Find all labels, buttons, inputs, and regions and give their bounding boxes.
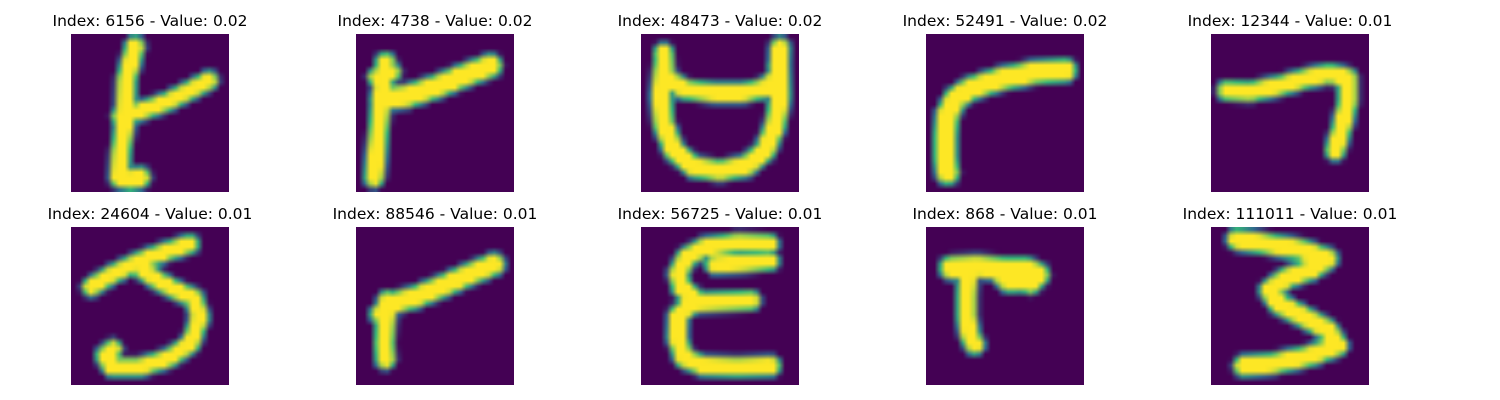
panel-title: Index: 868 - Value: 0.01	[912, 205, 1098, 223]
panel: Index: 24604 - Value: 0.01	[0, 193, 300, 385]
panel-title: Index: 56725 - Value: 0.01	[617, 205, 823, 223]
digit-image	[356, 227, 514, 385]
panel: Index: 88546 - Value: 0.01	[285, 193, 585, 385]
panel-title: Index: 12344 - Value: 0.01	[1187, 12, 1393, 30]
panel: Index: 52491 - Value: 0.02	[855, 0, 1155, 192]
panel-title: Index: 6156 - Value: 0.02	[52, 12, 248, 30]
panel-title: Index: 52491 - Value: 0.02	[902, 12, 1108, 30]
panel-title: Index: 48473 - Value: 0.02	[617, 12, 823, 30]
panel-title: Index: 111011 - Value: 0.01	[1182, 205, 1398, 223]
digit-image	[71, 34, 229, 192]
digit-image	[926, 34, 1084, 192]
panel: Index: 111011 - Value: 0.01	[1140, 193, 1440, 385]
panel: Index: 6156 - Value: 0.02	[0, 0, 300, 192]
digit-image	[641, 34, 799, 192]
panel: Index: 48473 - Value: 0.02	[570, 0, 870, 192]
panel-title: Index: 24604 - Value: 0.01	[47, 205, 253, 223]
digit-image	[356, 34, 514, 192]
panel: Index: 12344 - Value: 0.01	[1140, 0, 1440, 192]
panel-title: Index: 4738 - Value: 0.02	[337, 12, 533, 30]
digit-image	[1211, 227, 1369, 385]
panel-title: Index: 88546 - Value: 0.01	[332, 205, 538, 223]
digit-image	[641, 227, 799, 385]
digit-image	[71, 227, 229, 385]
digit-image	[1211, 34, 1369, 192]
digit-image	[926, 227, 1084, 385]
panel: Index: 868 - Value: 0.01	[855, 193, 1155, 385]
panel: Index: 56725 - Value: 0.01	[570, 193, 870, 385]
panel: Index: 4738 - Value: 0.02	[285, 0, 585, 192]
